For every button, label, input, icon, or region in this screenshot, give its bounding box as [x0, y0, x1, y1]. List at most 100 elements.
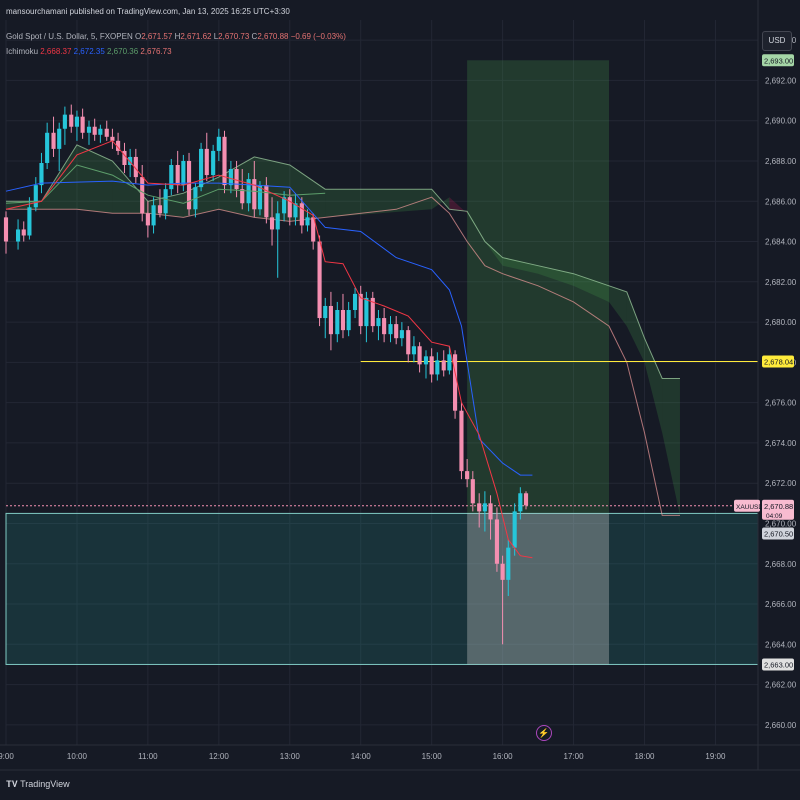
candle: [488, 495, 493, 540]
position-loss-zone: [467, 513, 610, 665]
y-tick-label: 2,662.00: [765, 681, 797, 690]
candle-body: [62, 114, 67, 129]
currency-selector[interactable]: USD: [762, 31, 792, 51]
tradingview-logo[interactable]: 𝐓𝐕 TradingView: [6, 779, 70, 790]
high-label: H: [174, 32, 181, 41]
candle: [98, 124, 103, 143]
candle: [352, 287, 358, 319]
y-tick-label: 2,692.00: [765, 76, 797, 85]
candle: [453, 350, 458, 419]
candle-body: [110, 136, 115, 141]
level-price-label-bg: [762, 355, 794, 368]
entry-price-label-bg: [762, 527, 794, 540]
candle-body: [477, 503, 482, 512]
candle: [175, 150, 180, 194]
candle: [216, 128, 221, 161]
candle-body: [163, 189, 168, 214]
y-tick-label: 2,676.00: [765, 399, 797, 408]
candle: [465, 459, 470, 488]
ichimoku-cloud-segment: [662, 378, 680, 516]
level-price-label: 2,678.04: [764, 358, 793, 367]
ichimoku-cloud-segment: [112, 160, 148, 214]
candle: [523, 491, 529, 510]
candle-body: [145, 213, 150, 226]
close-value: 2,670.88: [257, 32, 289, 41]
candle-body: [86, 126, 92, 133]
symbol-label: XAUUSD: [736, 504, 763, 511]
candle: [57, 122, 62, 172]
candle-body: [186, 160, 192, 210]
candle: [482, 491, 487, 532]
x-tick-label: 9:00: [0, 752, 14, 761]
candle: [317, 235, 322, 327]
ichimoku-cloud-segment: [573, 273, 610, 302]
candle: [257, 181, 263, 216]
candle-body: [282, 197, 287, 214]
stop-price-label: 2,663.00: [764, 660, 793, 669]
ichimoku-legend[interactable]: Ichimoku 2,668.37 2,672.35 2,670.36 2,67…: [6, 47, 172, 56]
candle-body: [216, 136, 221, 151]
candle: [447, 346, 452, 375]
candle-body: [122, 150, 127, 165]
candle: [104, 120, 109, 141]
symbol-title[interactable]: Gold Spot / U.S. Dollar, 5, FXOPEN: [6, 32, 133, 41]
candle-body: [74, 116, 80, 127]
candle: [240, 169, 245, 210]
candle: [21, 221, 26, 242]
ichimoku-cloud-segment: [289, 165, 326, 222]
candle: [228, 160, 233, 194]
ichimoku-cloud-segment: [41, 144, 77, 210]
candle-body: [441, 360, 446, 371]
candle-body: [388, 324, 393, 335]
y-tick-label: 2,682.00: [765, 278, 797, 287]
candle-body: [394, 324, 399, 339]
candle: [358, 285, 363, 335]
x-tick-label: 13:00: [280, 752, 301, 761]
candle: [470, 471, 475, 512]
candle-body: [98, 128, 103, 135]
candle-body: [447, 354, 452, 371]
tradingview-logo-icon: 𝐓𝐕: [6, 779, 21, 789]
candle: [500, 555, 505, 645]
candle-body: [305, 217, 310, 226]
candle-body: [399, 330, 404, 339]
target-price-label: 2,693.00: [764, 56, 793, 65]
candle-body: [465, 471, 470, 480]
candle-body: [39, 162, 44, 186]
candle: [429, 348, 434, 383]
candle-body: [406, 330, 411, 355]
candle: [370, 291, 375, 333]
ichimoku-tenkan-value: 2,668.37: [40, 47, 72, 56]
candle: [145, 201, 150, 238]
ichimoku-span-a: [6, 144, 680, 379]
candle-body: [364, 297, 369, 327]
candle-body: [317, 241, 322, 319]
candle-body: [459, 410, 464, 472]
open-value: 2,671.57: [141, 32, 173, 41]
ichimoku-cloud-segment: [183, 177, 219, 218]
candle-body: [382, 318, 387, 335]
candle: [181, 154, 186, 192]
candle: [305, 209, 310, 232]
ichimoku-cloud-segment: [609, 285, 627, 327]
lightning-bolt-icon[interactable]: ⚡: [536, 725, 552, 741]
candle-body: [228, 169, 233, 186]
candle: [163, 183, 168, 220]
candle: [340, 293, 346, 339]
candle-body: [116, 140, 121, 151]
candle-body: [417, 346, 422, 365]
candle-body: [264, 185, 269, 218]
y-tick-label: 2,672.00: [765, 479, 797, 488]
y-tick-label: 2,660.00: [765, 721, 797, 730]
candle-body: [21, 229, 26, 236]
candle: [388, 316, 393, 343]
candle-body: [275, 213, 280, 230]
candle: [376, 310, 381, 341]
candle: [518, 487, 523, 520]
candle: [92, 118, 97, 141]
candle: [234, 160, 239, 198]
ichimoku-cloud-segment: [626, 291, 645, 363]
candle: [110, 128, 115, 149]
